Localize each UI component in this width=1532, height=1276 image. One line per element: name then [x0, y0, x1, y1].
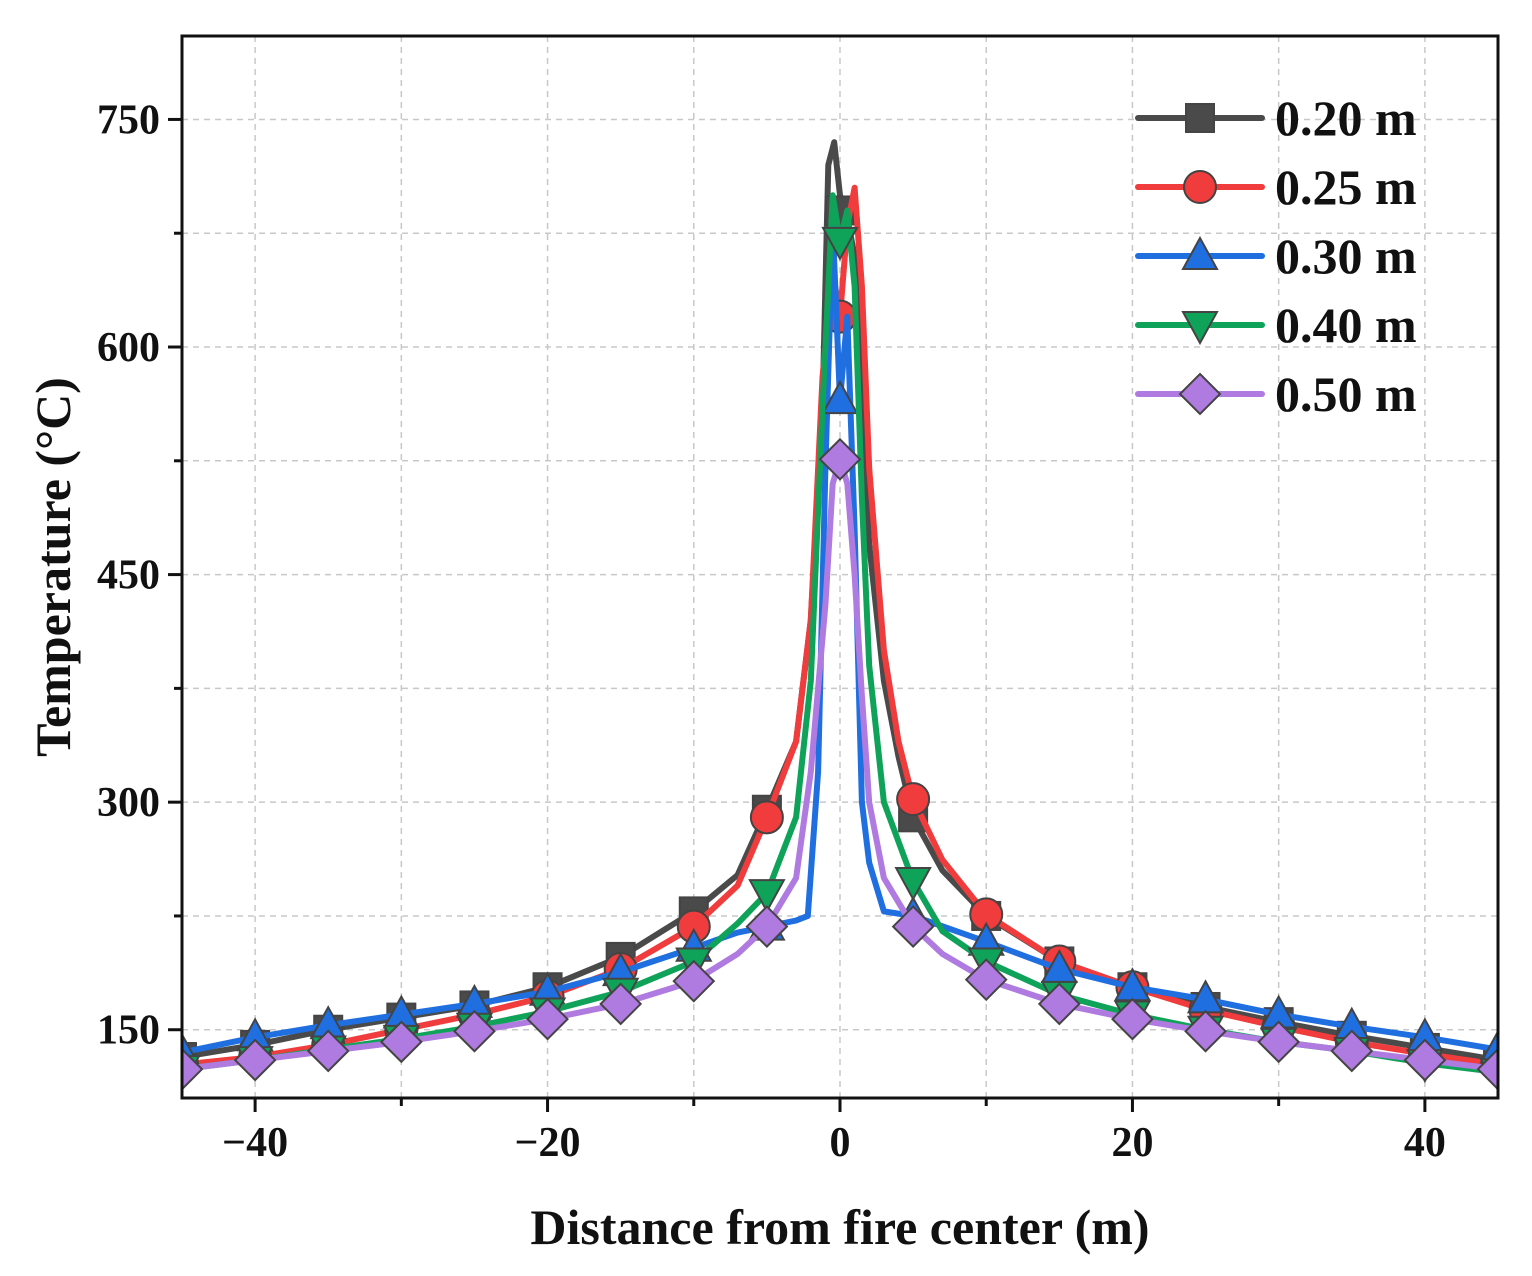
x-axis-title: Distance from fire center (m): [530, 1199, 1149, 1255]
data-point-0-50-m: [453, 1009, 496, 1053]
data-point-0-50-m: [891, 905, 935, 948]
x-tick-label: −20: [515, 1120, 581, 1166]
legend-marker-0-20-m: [1185, 103, 1215, 133]
data-point-0-50-m: [1037, 982, 1081, 1026]
ticks: −40 −20 0 20 40 150 300 450 600 750: [97, 97, 1446, 1166]
legend-marker-0-30-m: [1181, 235, 1219, 270]
x-tick-label: −40: [222, 1120, 288, 1166]
legend-label: 0.20 m: [1275, 90, 1417, 146]
data-point-0-50-m: [964, 958, 1008, 1002]
data-point-0-50-m: [672, 959, 716, 1003]
legend-marker-0-40-m: [1181, 311, 1219, 346]
legend-label: 0.40 m: [1275, 297, 1417, 353]
x-tick-label: 0: [830, 1120, 851, 1166]
legend-label: 0.30 m: [1275, 228, 1417, 284]
y-tick-label: 450: [97, 553, 160, 599]
data-point-0-50-m: [379, 1020, 423, 1064]
series-line-0-30-m: [182, 222, 1498, 1056]
y-tick-label: 600: [97, 325, 160, 371]
data-point-0-25-m: [749, 800, 784, 835]
data-point-0-50-m: [182, 1047, 204, 1091]
legend: 0.20 m 0.25 m 0.30 m 0.40 m 0.50 m: [1135, 90, 1417, 422]
y-tick-label: 150: [97, 1008, 160, 1054]
data-point-0-50-m: [306, 1029, 350, 1073]
legend-label: 0.50 m: [1275, 366, 1417, 422]
data-point-0-50-m: [526, 997, 569, 1041]
y-tick-label: 750: [97, 97, 160, 143]
legend-label: 0.25 m: [1275, 159, 1417, 215]
data-point-0-40-m: [748, 879, 786, 914]
data-point-0-50-m: [1184, 1009, 1227, 1053]
legend-marker-0-25-m: [1183, 170, 1217, 204]
legend-marker-0-50-m: [1178, 372, 1222, 416]
legend-item-0-50-m: 0.50 m: [1135, 366, 1417, 422]
data-point-0-50-m: [818, 437, 862, 481]
y-tick-label: 300: [97, 780, 160, 826]
legend-item-0-40-m: 0.40 m: [1135, 297, 1417, 353]
data-point-0-30-m: [821, 380, 859, 415]
x-tick-label: 40: [1404, 1120, 1446, 1166]
data-point-0-50-m: [1330, 1029, 1374, 1073]
data-point-0-40-m: [821, 226, 859, 261]
y-axis-title: Temperature (°C): [25, 377, 81, 757]
data-point-0-50-m: [1476, 1047, 1498, 1091]
data-point-0-50-m: [1403, 1038, 1447, 1082]
data-point-0-50-m: [1257, 1020, 1301, 1064]
legend-item-0-25-m: 0.25 m: [1135, 159, 1417, 215]
data-point-0-50-m: [1111, 997, 1154, 1041]
legend-item-0-20-m: 0.20 m: [1135, 90, 1417, 146]
legend-item-0-30-m: 0.30 m: [1135, 228, 1417, 284]
x-tick-label: 20: [1111, 1120, 1153, 1166]
series-0-50-m: [182, 437, 1498, 1091]
data-point-0-50-m: [233, 1038, 277, 1082]
data-point-0-50-m: [599, 982, 643, 1026]
data-point-0-25-m: [896, 782, 931, 817]
data-point-0-50-m: [745, 905, 789, 948]
series-layer: [182, 139, 1498, 1093]
data-point-0-40-m: [894, 867, 932, 902]
